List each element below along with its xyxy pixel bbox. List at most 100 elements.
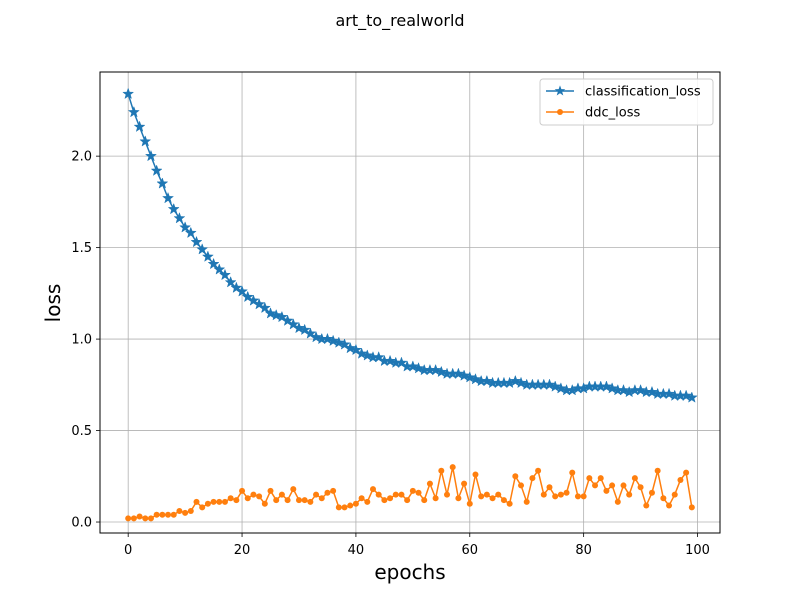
data-point <box>600 380 613 392</box>
data-point <box>210 498 217 505</box>
data-point <box>190 235 203 248</box>
data-point <box>170 511 177 518</box>
data-point <box>253 297 266 310</box>
data-point <box>381 497 388 504</box>
data-point <box>236 285 249 297</box>
data-point <box>563 489 570 496</box>
data-point <box>213 263 226 275</box>
data-point <box>680 389 693 401</box>
grid <box>100 72 720 533</box>
data-point <box>147 515 154 522</box>
x-axis: 0 20 40 60 80 100 <box>124 533 710 558</box>
y-tick-label: 2.0 <box>71 150 92 165</box>
data-point <box>626 491 633 498</box>
data-point <box>458 369 471 381</box>
data-point <box>122 87 135 100</box>
data-point <box>230 281 243 293</box>
data-point <box>518 482 525 489</box>
data-point <box>338 338 351 350</box>
data-point <box>261 500 268 507</box>
data-point <box>330 487 337 494</box>
data-point <box>620 482 627 489</box>
data-point <box>392 491 399 498</box>
legend-item-ddc-loss: ddc_loss <box>546 106 640 121</box>
data-point <box>347 502 354 509</box>
data-point <box>307 498 314 505</box>
data-point <box>495 491 502 498</box>
data-point <box>233 497 240 504</box>
data-point <box>313 491 320 498</box>
data-point <box>666 502 673 509</box>
data-point <box>514 376 528 389</box>
data-point <box>634 383 647 396</box>
data-point <box>461 480 468 487</box>
data-point <box>221 498 228 505</box>
data-point <box>606 382 619 394</box>
legend-label: classification_loss <box>585 85 701 100</box>
data-point <box>201 250 214 262</box>
data-point <box>438 467 445 474</box>
x-tick-label: 60 <box>462 543 479 558</box>
data-point <box>421 497 428 504</box>
data-point <box>182 509 189 516</box>
data-point <box>455 495 462 502</box>
data-point <box>552 493 559 500</box>
data-point <box>275 310 288 323</box>
data-point <box>546 484 553 491</box>
data-point <box>645 385 658 398</box>
data-point <box>478 493 485 500</box>
data-point <box>523 498 530 505</box>
chart-title: art_to_realworld <box>335 11 464 31</box>
data-point <box>244 495 251 502</box>
data-point <box>364 498 371 505</box>
data-point <box>341 504 348 511</box>
data-point <box>398 491 405 498</box>
data-point <box>358 495 365 502</box>
data-point <box>637 484 644 491</box>
data-point <box>586 475 593 482</box>
data-point <box>375 491 382 498</box>
data-point <box>278 491 285 498</box>
data-point <box>384 354 397 367</box>
data-point <box>270 308 283 321</box>
data-point <box>332 336 345 348</box>
data-point <box>310 330 323 343</box>
legend-label: ddc_loss <box>585 106 640 121</box>
data-point <box>404 497 411 504</box>
data-point <box>426 480 433 487</box>
data-point <box>130 515 137 522</box>
data-point <box>671 491 678 498</box>
data-point <box>529 475 536 482</box>
data-point <box>216 498 223 505</box>
data-point <box>617 383 630 396</box>
data-point <box>173 212 186 224</box>
data-point <box>298 323 311 336</box>
data-point <box>218 268 231 281</box>
data-point <box>287 318 300 330</box>
data-point <box>569 469 576 476</box>
data-point <box>150 164 163 176</box>
data-point <box>224 276 237 288</box>
data-point <box>409 487 416 494</box>
data-point <box>264 307 277 319</box>
legend-marker <box>557 109 563 115</box>
data-point <box>176 508 183 515</box>
data-point <box>472 471 479 478</box>
data-point <box>184 226 197 239</box>
x-tick-label: 100 <box>685 543 710 558</box>
data-point <box>193 498 200 505</box>
data-point <box>415 489 422 496</box>
data-point <box>127 105 140 118</box>
y-tick-label: 0.5 <box>71 424 92 439</box>
data-point <box>480 374 493 387</box>
data-point <box>432 495 439 502</box>
y-axis-label: loss <box>41 284 65 323</box>
y-tick-label: 0.0 <box>71 516 92 531</box>
data-point <box>535 467 542 474</box>
data-point <box>663 387 676 400</box>
data-point <box>574 493 581 500</box>
data-point <box>614 498 621 505</box>
data-point <box>239 487 246 494</box>
data-point <box>273 497 280 504</box>
